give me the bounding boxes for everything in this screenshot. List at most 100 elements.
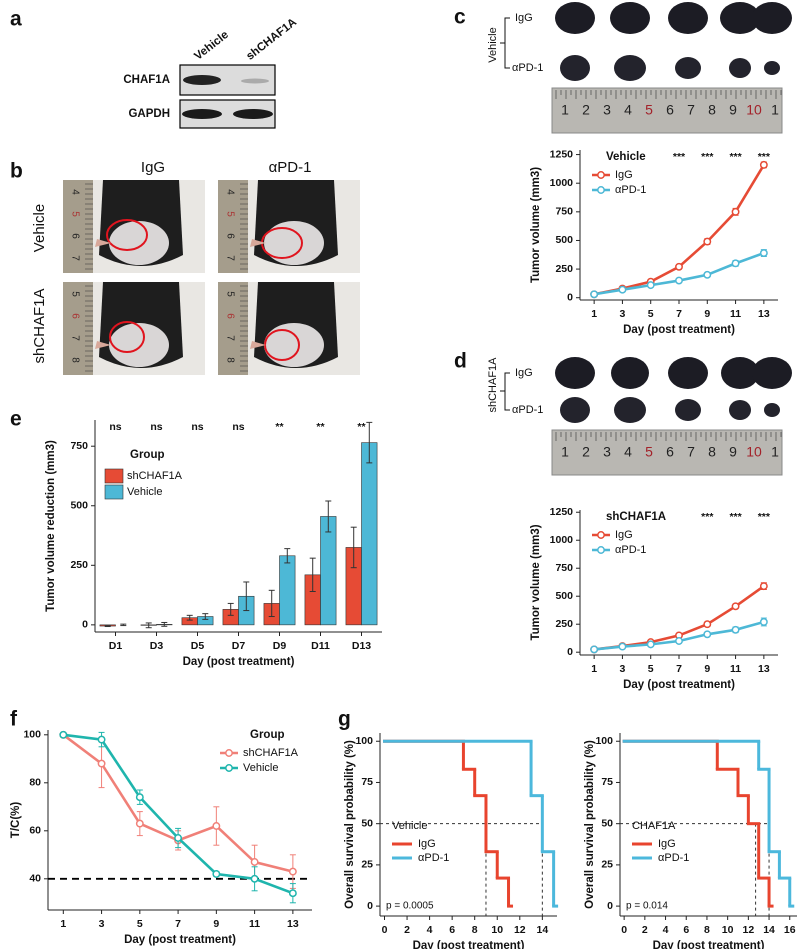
ruler — [551, 429, 783, 476]
photo-ruler — [218, 180, 248, 273]
x-tick-label: 13 — [287, 918, 299, 930]
photo-column-label: IgG — [141, 159, 165, 176]
x-tick-label: 5 — [648, 663, 654, 675]
x-tick-label: 2 — [404, 924, 410, 936]
point — [759, 582, 768, 591]
y-tick-label: 0 — [367, 900, 373, 912]
ruler-label: 4 — [69, 189, 80, 195]
x-tick-label: 13 — [758, 308, 770, 320]
tumor — [764, 61, 780, 75]
point — [174, 834, 183, 842]
x-tick-label: 11 — [730, 308, 741, 320]
tumor — [752, 357, 792, 389]
significance-label: *** — [758, 151, 771, 163]
panel-label: f — [10, 708, 18, 731]
tumor — [675, 57, 701, 79]
ruler-label: 7 — [224, 255, 235, 261]
ruler-label: 4 — [224, 189, 235, 195]
point — [703, 237, 712, 246]
y-tick-label: 50 — [601, 817, 613, 829]
ruler-label: 6 — [69, 313, 80, 319]
legend-label: Vehicle — [127, 486, 162, 498]
x-axis-title: Day (post treatment) — [413, 940, 525, 949]
y-axis-title: T/C(%) — [10, 802, 22, 839]
ruler-label: 5 — [224, 291, 235, 297]
tumor — [764, 403, 780, 417]
point — [288, 889, 297, 898]
y-tick-label: 75 — [601, 776, 613, 788]
tumor — [614, 55, 646, 81]
ruler-label: 5 — [645, 102, 653, 118]
y-tick-label: 0 — [607, 900, 613, 912]
ruler-label: 8 — [708, 444, 716, 460]
chart-title: Vehicle — [606, 151, 646, 163]
tumor-row-label: IgG — [515, 367, 533, 379]
panel-label: d — [454, 350, 467, 373]
y-tick-label: 500 — [555, 590, 573, 602]
y-tick-label: 750 — [555, 206, 573, 218]
x-tick-label: 4 — [663, 924, 669, 936]
x-tick-label: 11 — [249, 918, 260, 930]
x-tick-label: D13 — [352, 640, 371, 652]
ruler-label: 10 — [746, 102, 762, 118]
tumor — [720, 2, 760, 34]
x-tick-label: 9 — [213, 918, 219, 930]
y-tick-label: 0 — [567, 291, 573, 303]
tumor-group-label: shCHAF1A — [487, 357, 499, 413]
point — [97, 735, 106, 744]
ruler-label: 1 — [561, 444, 569, 460]
paw — [95, 239, 111, 247]
ruler-label: 8 — [224, 357, 235, 363]
blot-band — [241, 78, 269, 84]
ruler-label: 9 — [729, 444, 737, 460]
y-tick-label: 250 — [555, 263, 573, 275]
legend-label: αPD-1 — [658, 852, 689, 864]
x-axis-title: Day (post treatment) — [183, 656, 295, 668]
x-axis-title: Day (post treatment) — [623, 324, 735, 336]
x-tick-label: 14 — [763, 924, 775, 936]
significance-label: ** — [275, 421, 284, 433]
y-tick-label: 750 — [555, 562, 573, 574]
x-tick-label: 6 — [683, 924, 689, 936]
significance-label: *** — [758, 511, 771, 523]
y-tick-label: 40 — [29, 873, 41, 885]
x-tick-label: D9 — [273, 640, 287, 652]
y-tick-label: 500 — [70, 500, 88, 512]
p-value: p = 0.014 — [626, 901, 668, 912]
ruler-label: 1 — [561, 102, 569, 118]
x-tick-label: 1 — [60, 918, 66, 930]
point — [288, 867, 297, 876]
point — [703, 270, 712, 279]
bar — [279, 555, 296, 626]
significance-label: *** — [673, 151, 686, 163]
ruler-label: 7 — [69, 335, 80, 341]
x-tick-label: D5 — [191, 640, 205, 652]
x-tick-label: 0 — [621, 924, 627, 936]
x-tick-label: 13 — [758, 663, 770, 675]
x-axis-title: Day (post treatment) — [653, 940, 765, 949]
x-tick-label: 5 — [648, 308, 654, 320]
legend-label: IgG — [658, 838, 676, 850]
point — [731, 602, 740, 611]
x-tick-label: 3 — [99, 918, 105, 930]
blot-band — [183, 75, 221, 85]
x-tick-label: 12 — [514, 924, 526, 936]
blot-band — [233, 109, 273, 119]
ruler-label: 1 — [771, 102, 779, 118]
significance-label: *** — [701, 151, 714, 163]
tumor-group-label: Vehicle — [487, 27, 499, 62]
legend-marker — [225, 764, 233, 772]
ruler-label: 4 — [624, 444, 632, 460]
point — [703, 620, 712, 629]
legend-marker — [597, 171, 605, 179]
tumor — [611, 357, 649, 389]
ruler-label: 1 — [771, 444, 779, 460]
panel-label: a — [10, 8, 22, 31]
photo-ruler — [218, 282, 248, 375]
legend-label: αPD-1 — [615, 184, 646, 196]
p-value: p = 0.0005 — [386, 901, 434, 912]
paw — [250, 341, 266, 349]
point — [135, 819, 144, 828]
point — [731, 259, 740, 268]
significance-label: ns — [150, 421, 162, 433]
